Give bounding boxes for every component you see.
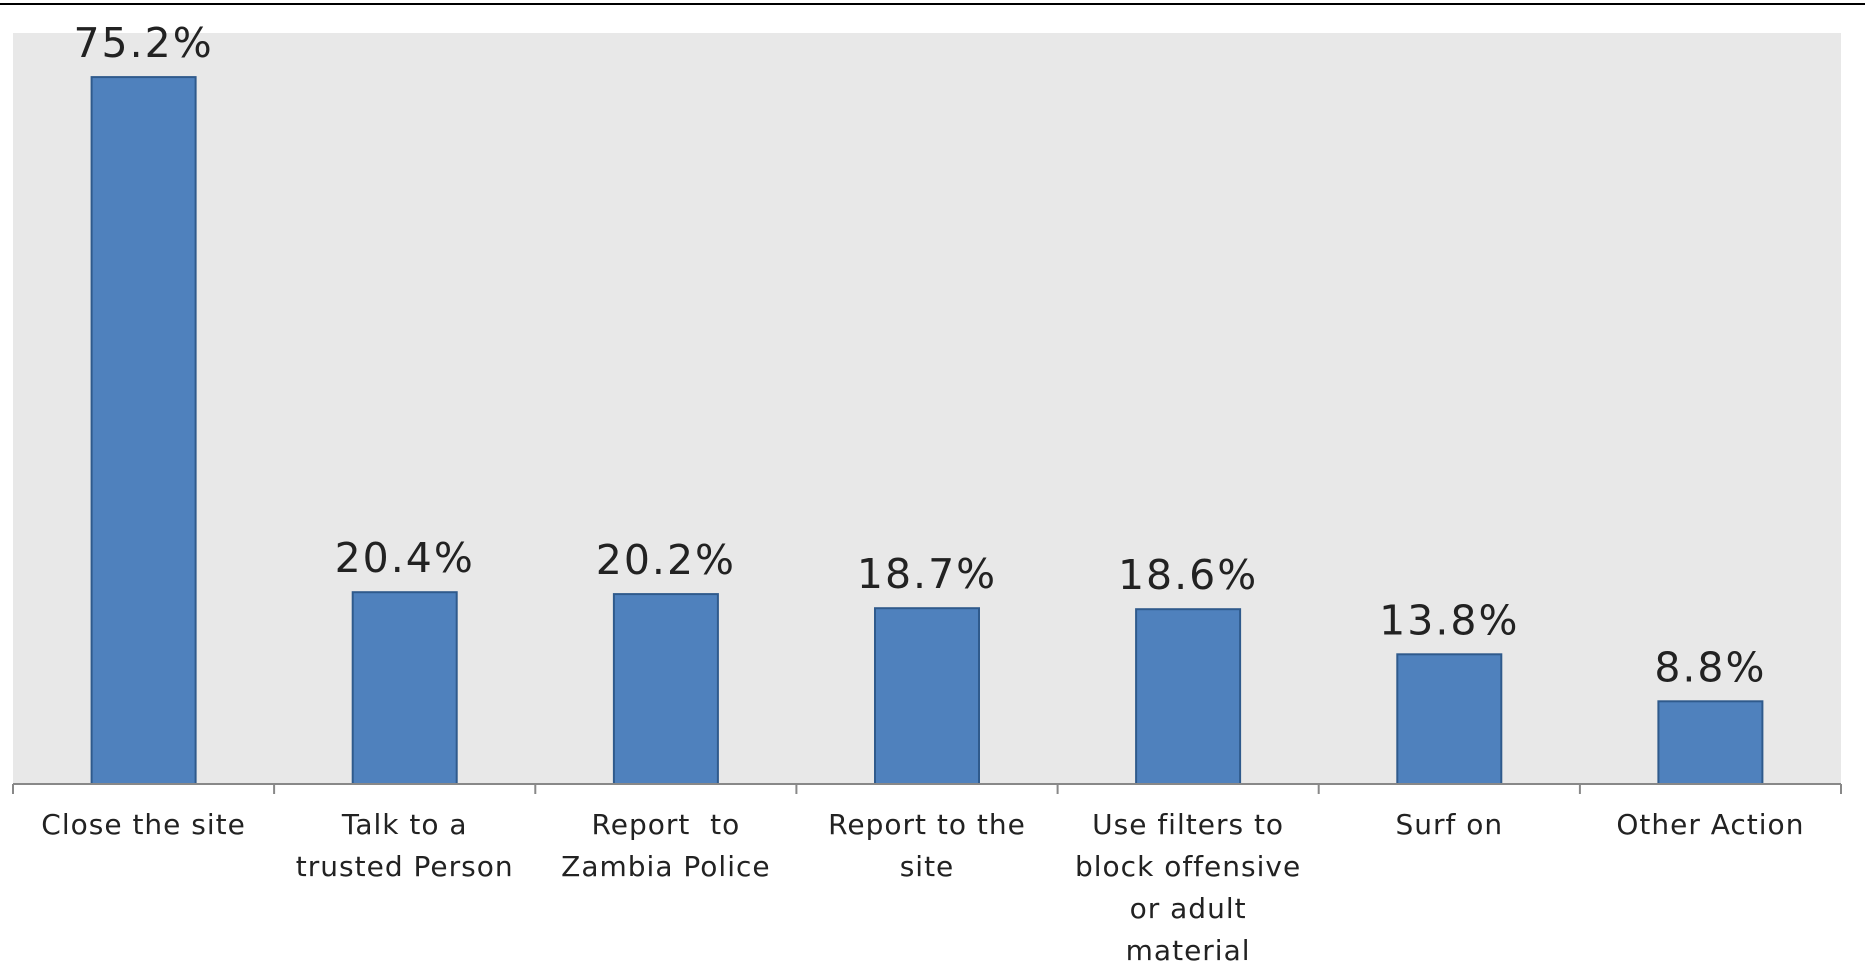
x-tick-label: block offensive [1075, 850, 1301, 883]
x-tick-label: Use filters to [1092, 808, 1284, 841]
data-label: 18.6% [1118, 551, 1258, 599]
x-tick-label: Talk to a [341, 808, 468, 841]
x-tick-label: material [1126, 934, 1251, 967]
data-label: 20.2% [596, 536, 736, 584]
data-label: 13.8% [1379, 596, 1519, 644]
x-tick-label: trusted Person [296, 850, 514, 883]
bars-layer [90, 76, 1764, 786]
x-tick-label: Surf on [1395, 808, 1503, 841]
x-tick-label: site [900, 850, 955, 883]
x-tick-label: Report to [592, 808, 741, 841]
x-tick-label: Report to the [828, 808, 1026, 841]
data-label: 75.2% [73, 19, 213, 67]
bar [1396, 653, 1503, 785]
bar [90, 76, 197, 786]
bar [351, 591, 458, 786]
x-tick-label: Zambia Police [561, 850, 770, 883]
data-label: 18.7% [857, 550, 997, 598]
bar [1657, 700, 1764, 785]
data-label: 20.4% [335, 534, 475, 582]
bar [612, 593, 719, 785]
bar [874, 607, 980, 786]
x-tick-label: or adult [1130, 892, 1247, 925]
x-tick-label: Close the site [41, 808, 246, 841]
data-label: 8.8% [1654, 643, 1766, 691]
x-axis [12, 783, 1842, 794]
x-tick-label: Other Action [1616, 808, 1804, 841]
labels-layer: 75.2% Close the site 20.4% Talk to a trusted… [41, 19, 1804, 967]
bar [1135, 608, 1242, 786]
